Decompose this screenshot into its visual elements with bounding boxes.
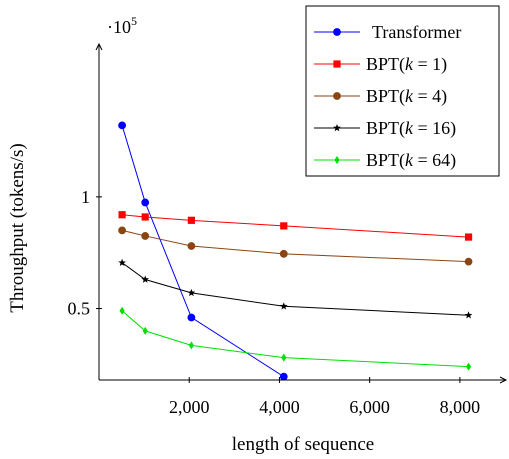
legend-marker xyxy=(334,156,340,164)
legend-label: Transformer xyxy=(372,22,461,42)
data-point xyxy=(279,302,288,310)
legend-label: BPT(k = 16) xyxy=(366,118,456,139)
legend-label: BPT(k = 64) xyxy=(366,150,456,171)
y-scale-base: ·10 xyxy=(107,17,131,37)
data-point xyxy=(280,222,288,230)
x-tick-label: 2,000 xyxy=(169,397,210,417)
series-2 xyxy=(118,226,473,266)
y-scale-multiplier: ·105 xyxy=(107,14,137,37)
data-point xyxy=(187,313,196,322)
data-point xyxy=(465,362,472,371)
legend-label-eq: = xyxy=(413,118,432,138)
series-0 xyxy=(118,121,288,381)
data-point xyxy=(118,258,126,266)
legend-label-k-value: 64 xyxy=(432,150,450,170)
data-point xyxy=(142,326,148,335)
legend-label-main: Transformer xyxy=(372,22,461,42)
y-axis-title: Throughput (tokens/s) xyxy=(7,143,28,312)
y-tick-label: 0.5 xyxy=(68,299,91,319)
data-point xyxy=(187,216,195,224)
series-line xyxy=(121,229,469,263)
data-point xyxy=(464,311,473,319)
legend-item: BPT(k = 16) xyxy=(314,118,456,139)
series-3 xyxy=(118,258,473,319)
legend-label-k-value: 1 xyxy=(432,54,441,74)
legend-label: BPT(k = 4) xyxy=(366,86,447,107)
legend-label-close: ) xyxy=(441,54,447,75)
y-axis-arrow xyxy=(95,42,103,51)
legend-label-close: ) xyxy=(450,150,456,171)
y-scale-exponent: 5 xyxy=(131,14,137,28)
legend-label-k-symbol: k xyxy=(405,86,414,106)
legend-label-eq: = xyxy=(413,150,432,170)
legend-label-k-value: 4 xyxy=(432,86,441,106)
legend-label-main: BPT( xyxy=(366,150,405,171)
data-point xyxy=(187,242,196,250)
series-line xyxy=(121,125,285,378)
series-line xyxy=(121,310,469,368)
data-point xyxy=(188,341,194,350)
data-point xyxy=(118,226,126,235)
data-point xyxy=(279,249,288,258)
series-layer xyxy=(118,121,473,381)
data-point xyxy=(141,213,149,221)
legend-label-k-value: 16 xyxy=(432,118,450,138)
legend-item: Transformer xyxy=(314,22,461,42)
data-point xyxy=(141,198,150,207)
axes-layer: 2,000 4,000 6,000 8,000 0.5 1 xyxy=(68,42,508,417)
legend-label-close: ) xyxy=(441,86,447,107)
legend-label-k-symbol: k xyxy=(405,118,414,138)
data-point xyxy=(119,306,125,315)
legend-label-eq: = xyxy=(413,86,432,106)
x-tick-label: 6,000 xyxy=(349,397,390,417)
series-1 xyxy=(118,211,473,241)
legend-label-main: BPT( xyxy=(366,118,405,139)
x-tick-label: 4,000 xyxy=(259,397,300,417)
legend-label-close: ) xyxy=(450,118,456,139)
legend-label-main: BPT( xyxy=(366,86,405,107)
data-point xyxy=(141,275,149,283)
y-tick-label: 1 xyxy=(81,187,90,207)
x-tick-label: 8,000 xyxy=(440,397,481,417)
x-axis-title: length of sequence xyxy=(232,434,374,455)
legend-item: BPT(k = 1) xyxy=(314,54,447,75)
data-point xyxy=(141,232,150,240)
legend-marker xyxy=(333,124,341,132)
legend-label-eq: = xyxy=(413,54,432,74)
data-point xyxy=(464,257,473,266)
legend-label-k-symbol: k xyxy=(405,54,414,74)
x-axis-arrow xyxy=(499,376,508,384)
data-point xyxy=(281,353,287,362)
data-point xyxy=(118,121,126,130)
data-point xyxy=(464,233,473,241)
series-4 xyxy=(119,306,472,371)
data-point xyxy=(118,211,126,219)
data-point xyxy=(279,372,288,381)
series-line xyxy=(122,214,469,238)
data-point xyxy=(187,288,196,297)
legend-marker xyxy=(333,92,341,100)
legend-label-k-symbol: k xyxy=(405,150,414,170)
legend-marker xyxy=(333,60,341,68)
legend-label-main: BPT( xyxy=(366,54,405,75)
legend-item: BPT(k = 4) xyxy=(314,86,447,107)
legend-item: BPT(k = 64) xyxy=(314,150,456,171)
legend-marker xyxy=(333,28,341,36)
legend-label: BPT(k = 1) xyxy=(366,54,447,75)
series-line xyxy=(121,262,469,316)
